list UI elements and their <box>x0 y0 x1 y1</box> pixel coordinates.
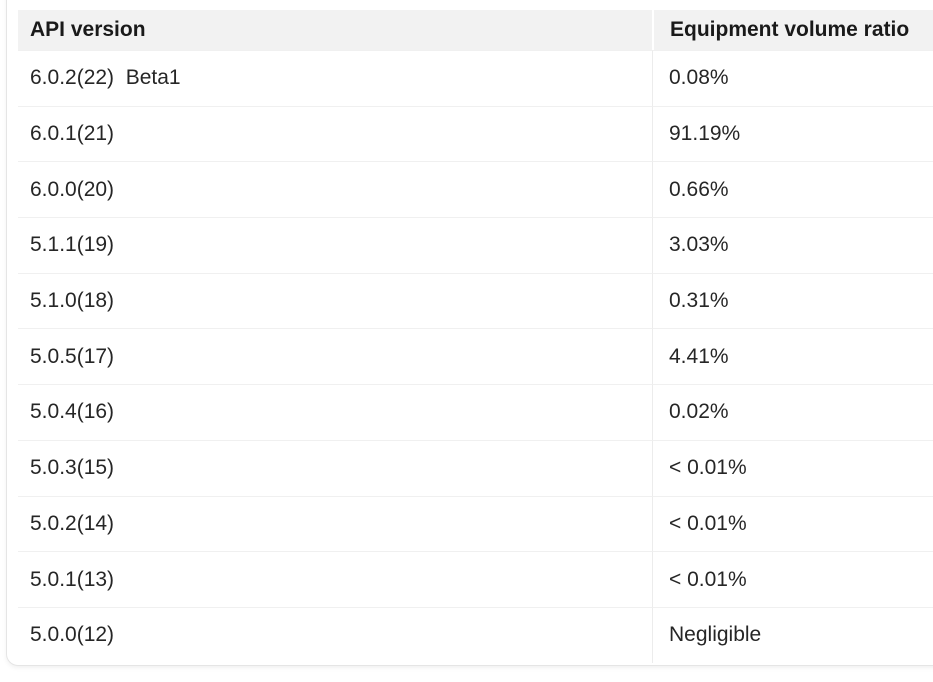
equipment-volume-ratio-cell: 0.66% <box>652 161 933 218</box>
header-row: API version Equipment volume ratio <box>18 10 933 50</box>
table-row: 5.0.1(13) < 0.01% <box>18 551 933 607</box>
table-row: 5.1.1(19) 3.03% <box>18 217 933 273</box>
equipment-volume-ratio-cell: 0.02% <box>652 384 933 440</box>
table-body: 6.0.2(22) Beta1 0.08% 6.0.1(21) 91.19% 6.0.0… <box>18 50 933 663</box>
api-version-cell: 5.1.0(18) <box>18 272 652 329</box>
api-version-cell: 6.0.1(21) <box>18 105 652 162</box>
api-version-cell: 6.0.2(22) Beta1 <box>18 50 652 106</box>
api-version-cell: 5.0.4(16) <box>18 384 652 440</box>
equipment-volume-ratio-cell: 91.19% <box>652 105 933 162</box>
table-card: API version Equipment volume ratio 6.0.2… <box>6 0 933 666</box>
table-row: 5.1.0(18) 0.31% <box>18 272 933 329</box>
api-version-cell: 5.0.5(17) <box>18 328 652 385</box>
table-row: 5.0.4(16) 0.02% <box>18 384 933 440</box>
equipment-volume-ratio-cell: 3.03% <box>652 217 933 273</box>
equipment-volume-ratio-cell: Negligible <box>652 606 933 663</box>
column-header-equipment-volume-ratio: Equipment volume ratio <box>652 10 933 50</box>
table-row: 6.0.2(22) Beta1 0.08% <box>18 50 933 106</box>
table-header: API version Equipment volume ratio <box>18 10 933 50</box>
table-row: 5.0.2(14) < 0.01% <box>18 495 933 552</box>
equipment-volume-ratio-cell: < 0.01% <box>652 495 933 552</box>
equipment-volume-ratio-cell: 4.41% <box>652 328 933 385</box>
api-version-cell: 5.0.2(14) <box>18 495 652 552</box>
table-row: 5.0.5(17) 4.41% <box>18 328 933 385</box>
equipment-volume-ratio-cell: < 0.01% <box>652 551 933 607</box>
equipment-volume-ratio-cell: 0.31% <box>652 272 933 329</box>
api-version-cell: 5.0.0(12) <box>18 606 652 663</box>
table-row: 5.0.3(15) < 0.01% <box>18 439 933 496</box>
table-row: 5.0.0(12) Negligible <box>18 606 933 663</box>
api-version-cell: 5.0.3(15) <box>18 439 652 496</box>
equipment-volume-ratio-cell: 0.08% <box>652 50 933 106</box>
api-version-cell: 5.0.1(13) <box>18 551 652 607</box>
version-distribution-table: API version Equipment volume ratio 6.0.2… <box>18 10 933 663</box>
api-version-cell: 6.0.0(20) <box>18 161 652 218</box>
table-row: 6.0.0(20) 0.66% <box>18 161 933 218</box>
equipment-volume-ratio-cell: < 0.01% <box>652 439 933 496</box>
api-version-cell: 5.1.1(19) <box>18 217 652 273</box>
column-header-api-version: API version <box>18 10 652 50</box>
table-row: 6.0.1(21) 91.19% <box>18 105 933 162</box>
